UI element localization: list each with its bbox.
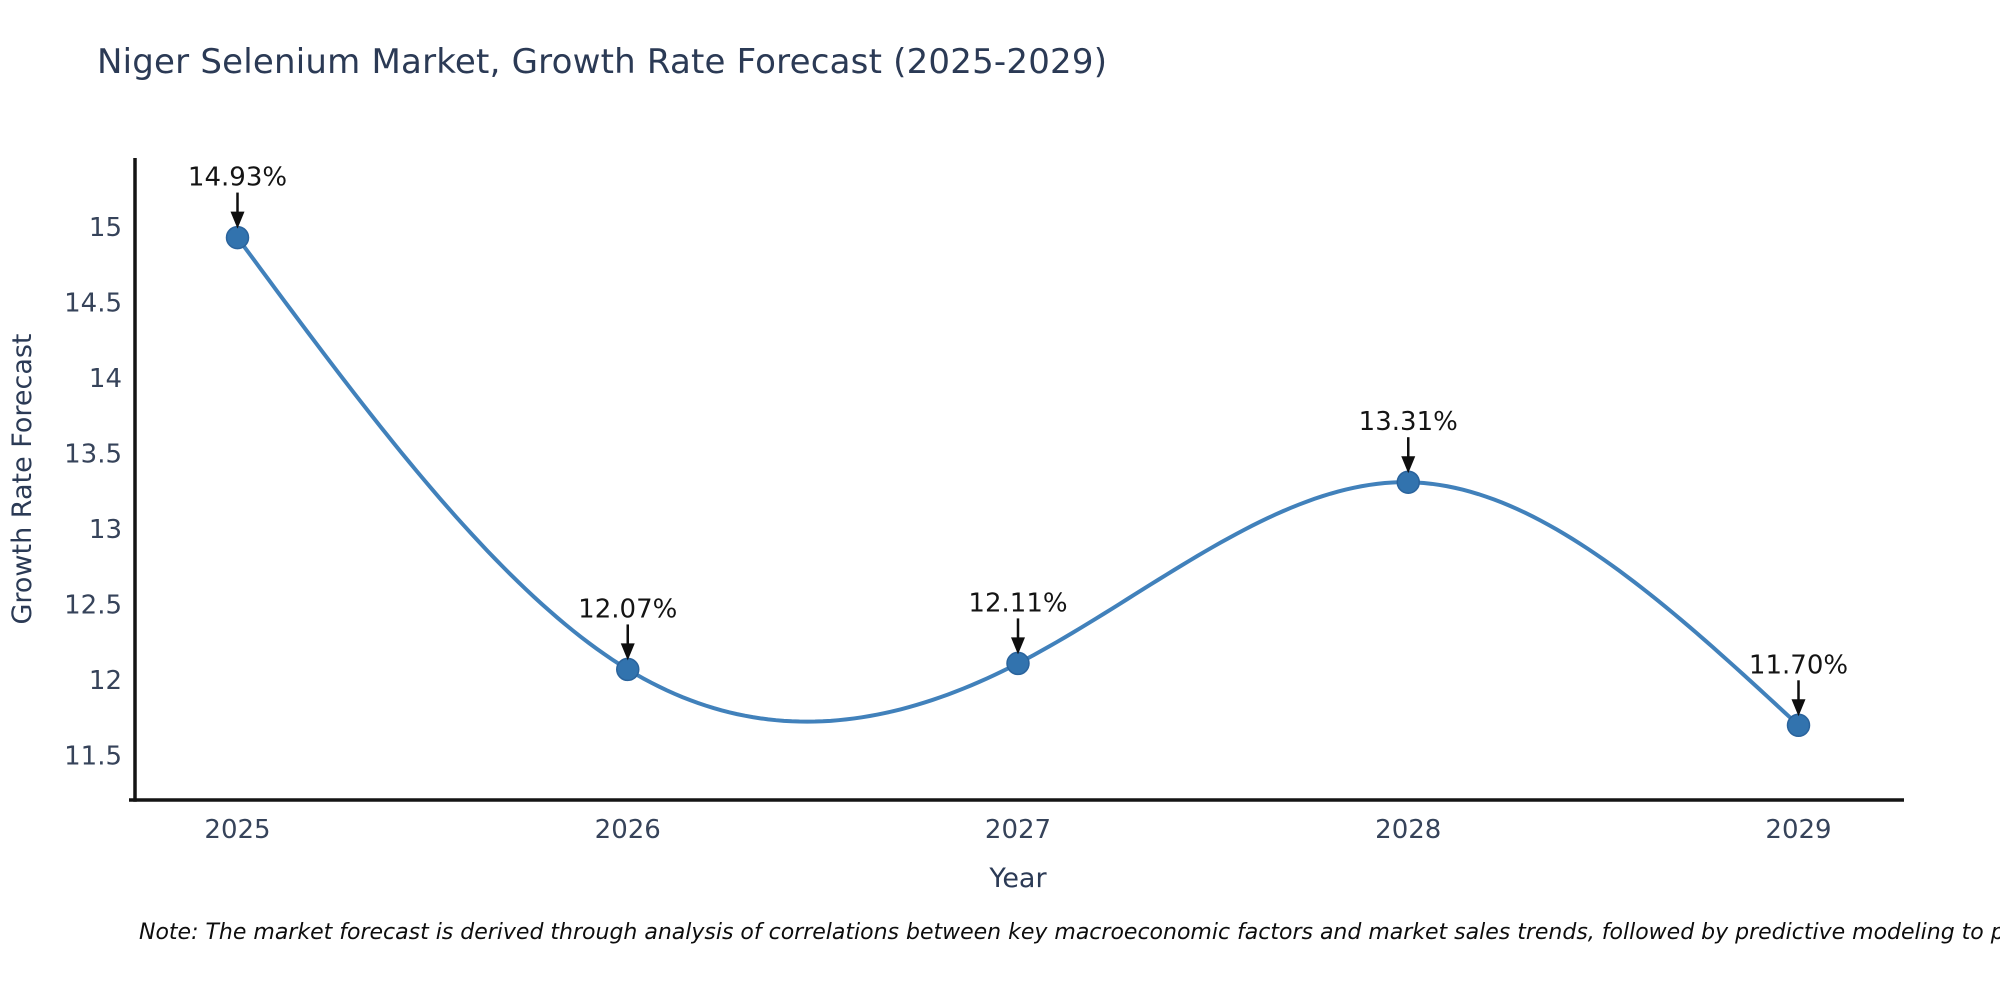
y-tick-label: 12.5 <box>64 591 122 621</box>
data-point-marker <box>1786 713 1811 738</box>
data-point-marker <box>616 657 640 682</box>
y-tick-label: 11.5 <box>64 742 122 772</box>
annotation-arrow-head <box>1011 637 1025 655</box>
x-tick-label: 2025 <box>204 815 270 845</box>
y-tick-label: 13.5 <box>64 440 122 470</box>
x-axis-title: Year <box>988 863 1047 894</box>
y-tick-label: 13 <box>89 515 122 545</box>
y-tick-label: 14.5 <box>64 289 122 319</box>
annotation-arrow-head <box>1401 456 1416 474</box>
line-series <box>225 225 1811 738</box>
x-tick-label: 2026 <box>595 815 661 845</box>
point-value-label: 12.11% <box>968 588 1067 618</box>
axes-layer: 15 14.5 14 13.5 13 12.5 12 11.5 2025 2026 2027 2028… <box>64 158 1904 845</box>
annotation-arrow-head <box>1791 699 1806 717</box>
data-point-marker <box>1396 470 1420 494</box>
annotations-layer: 14.93% 12.07% 12.11% 13.31% 11.70% <box>188 163 1848 717</box>
point-value-label: 14.93% <box>188 163 287 193</box>
y-tick-label: 15 <box>89 213 122 243</box>
y-tick-label: 12 <box>89 666 122 696</box>
x-tick-label: 2027 <box>985 815 1051 845</box>
data-point-marker <box>225 225 250 250</box>
x-tick-label: 2029 <box>1765 815 1831 845</box>
point-value-label: 11.70% <box>1749 650 1848 680</box>
annotation-arrow-head <box>230 211 245 229</box>
y-tick-label: 14 <box>89 364 122 394</box>
data-point-marker <box>1006 651 1030 676</box>
y-axis-title: Growth Rate Forecast <box>7 333 38 624</box>
footnote: Note: The market forecast is derived thr… <box>139 920 2000 945</box>
x-tick-label: 2028 <box>1375 815 1441 845</box>
point-value-label: 13.31% <box>1359 407 1458 437</box>
chart-title: Niger Selenium Market, Growth Rate Forec… <box>97 42 1108 82</box>
annotation-arrow-head <box>620 643 635 661</box>
point-value-label: 12.07% <box>578 594 677 624</box>
